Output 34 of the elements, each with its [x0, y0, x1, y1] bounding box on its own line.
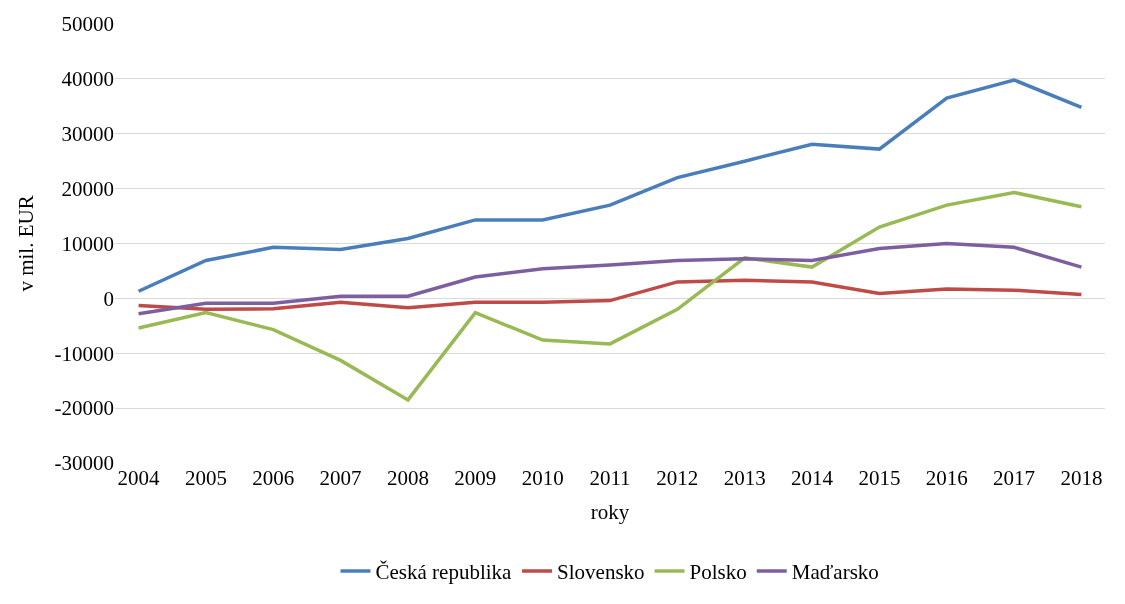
x-tick-label: 2009 [454, 466, 497, 490]
legend-label: Česká republika [375, 560, 513, 585]
x-axis-title: roky [590, 500, 630, 525]
x-tick-label: 2015 [858, 466, 901, 490]
y-tick-label: 50000 [61, 12, 114, 37]
line-series [136, 190, 1084, 402]
x-tick-label: 2013 [723, 466, 766, 490]
y-tick-label: 30000 [61, 122, 114, 147]
x-tick-label: 2011 [589, 466, 631, 490]
x-tick-label: 2007 [319, 466, 362, 490]
x-tick-label: 2006 [252, 466, 295, 490]
x-tick-label: 2018 [1060, 466, 1103, 490]
y-tick-label: -10000 [54, 341, 114, 366]
y-tick-label: 10000 [61, 231, 114, 256]
x-tick-label: 2012 [656, 466, 699, 490]
line-series [136, 78, 1084, 293]
legend-label: Maďarsko [791, 560, 879, 585]
y-axis-title: v mil. EUR [13, 195, 38, 292]
x-tick-label: 2008 [386, 466, 429, 490]
x-tick-label: 2005 [184, 466, 227, 490]
y-tick-label: -30000 [54, 451, 114, 476]
x-tick-label: 2010 [521, 466, 564, 490]
x-tick-label: 2014 [791, 466, 834, 490]
legend-label: Polsko [689, 560, 747, 585]
legend-label: Slovensko [557, 560, 645, 585]
x-tick-label: 2017 [993, 466, 1036, 490]
line-series [136, 241, 1084, 316]
y-tick-label: -20000 [54, 396, 114, 421]
line-series [136, 278, 1084, 312]
y-tick-label: 0 [103, 286, 114, 311]
y-tick-label: 40000 [61, 67, 114, 92]
x-tick-label: 2004 [117, 466, 161, 490]
x-tick-label: 2016 [925, 466, 968, 490]
y-tick-label: 20000 [61, 176, 114, 201]
